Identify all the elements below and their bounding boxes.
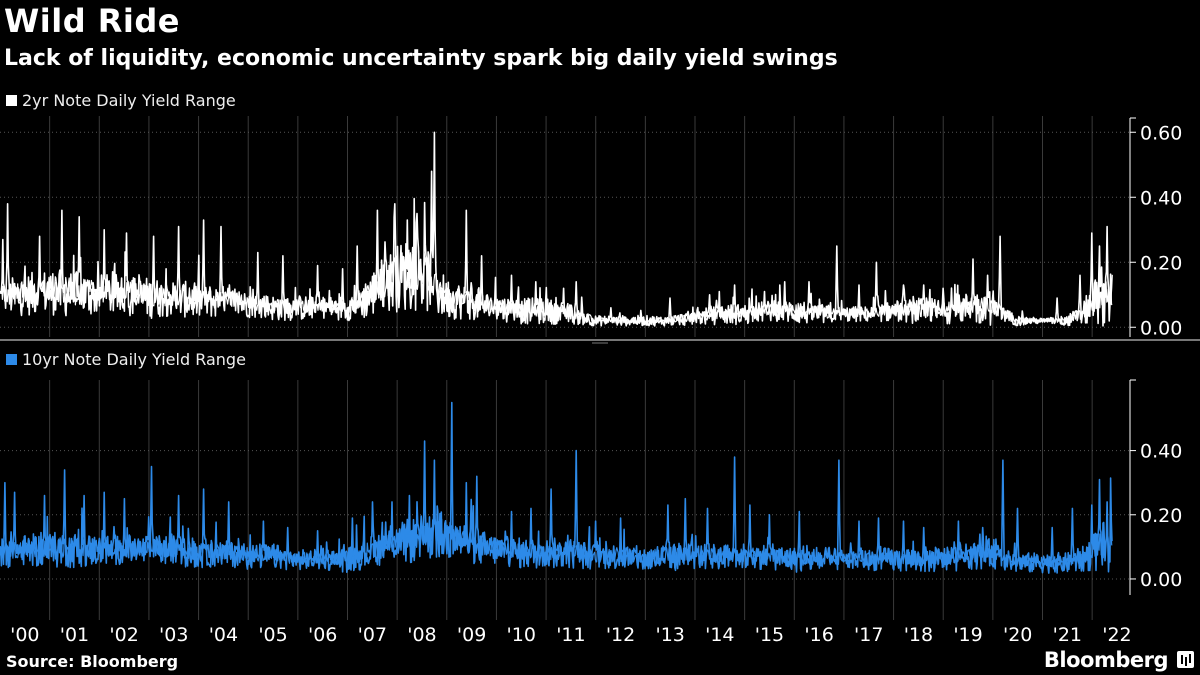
y-tick-label: 0.60 — [1140, 122, 1182, 144]
x-tick-label: '16 — [804, 624, 833, 646]
bloomberg-logo: Bloomberg — [1043, 648, 1169, 672]
legend-2yr-swatch — [6, 95, 17, 106]
x-tick-label: '05 — [258, 624, 287, 646]
y-tick-label: 0.20 — [1140, 252, 1182, 274]
x-tick-label: '14 — [705, 624, 734, 646]
x-tick-label: '11 — [556, 624, 585, 646]
line-2yr — [0, 131, 1113, 327]
x-tick-label: '12 — [606, 624, 635, 646]
x-tick-label: '09 — [457, 624, 486, 646]
line-2yr-dense — [0, 246, 1113, 324]
x-tick-label: '02 — [109, 624, 138, 646]
legend-2yr: 2yr Note Daily Yield Range — [6, 91, 236, 110]
y-tick-label: 0.00 — [1140, 569, 1182, 591]
x-tick-label: '13 — [655, 624, 684, 646]
x-tick-label: '15 — [755, 624, 784, 646]
line-10yr — [0, 401, 1113, 574]
x-tick-label: '01 — [60, 624, 89, 646]
x-tick-label: '19 — [953, 624, 982, 646]
x-tick-label: '20 — [1003, 624, 1032, 646]
x-tick-label: '17 — [854, 624, 883, 646]
chart-title: Wild Ride — [4, 2, 180, 40]
y-tick-label: 0.40 — [1140, 441, 1182, 463]
x-tick-label: '10 — [507, 624, 536, 646]
y-tick-label: 0.00 — [1140, 317, 1182, 339]
source-note: Source: Bloomberg — [6, 652, 179, 671]
line-10yr-dense — [0, 518, 1113, 568]
legend-10yr-swatch — [6, 354, 17, 365]
x-tick-label: '06 — [308, 624, 337, 646]
x-axis-labels: '00 '01 '02 '03 '04 '05 '06 '07 '08 '09 '10 '11 '12 '… — [10, 624, 1132, 646]
legend-10yr: 10yr Note Daily Yield Range — [6, 350, 246, 369]
x-tick-label: '21 — [1053, 624, 1082, 646]
x-tick-label: '18 — [904, 624, 933, 646]
bloomberg-terminal-icon — [1177, 651, 1194, 668]
legend-2yr-label: 2yr Note Daily Yield Range — [22, 91, 236, 110]
x-tick-label: '04 — [209, 624, 238, 646]
y-tick-label: 0.40 — [1140, 187, 1182, 209]
x-tick-label: '03 — [159, 624, 188, 646]
chart-subtitle: Lack of liquidity, economic uncertainty … — [4, 46, 838, 71]
series-10yr — [0, 401, 1113, 574]
x-tick-label: '22 — [1102, 624, 1131, 646]
x-tick-label: '07 — [358, 624, 387, 646]
x-tick-label: '00 — [10, 624, 39, 646]
x-tick-label: '08 — [407, 624, 436, 646]
series-2yr — [0, 131, 1113, 327]
y-tick-label: 0.20 — [1140, 505, 1182, 527]
legend-10yr-label: 10yr Note Daily Yield Range — [22, 350, 246, 369]
